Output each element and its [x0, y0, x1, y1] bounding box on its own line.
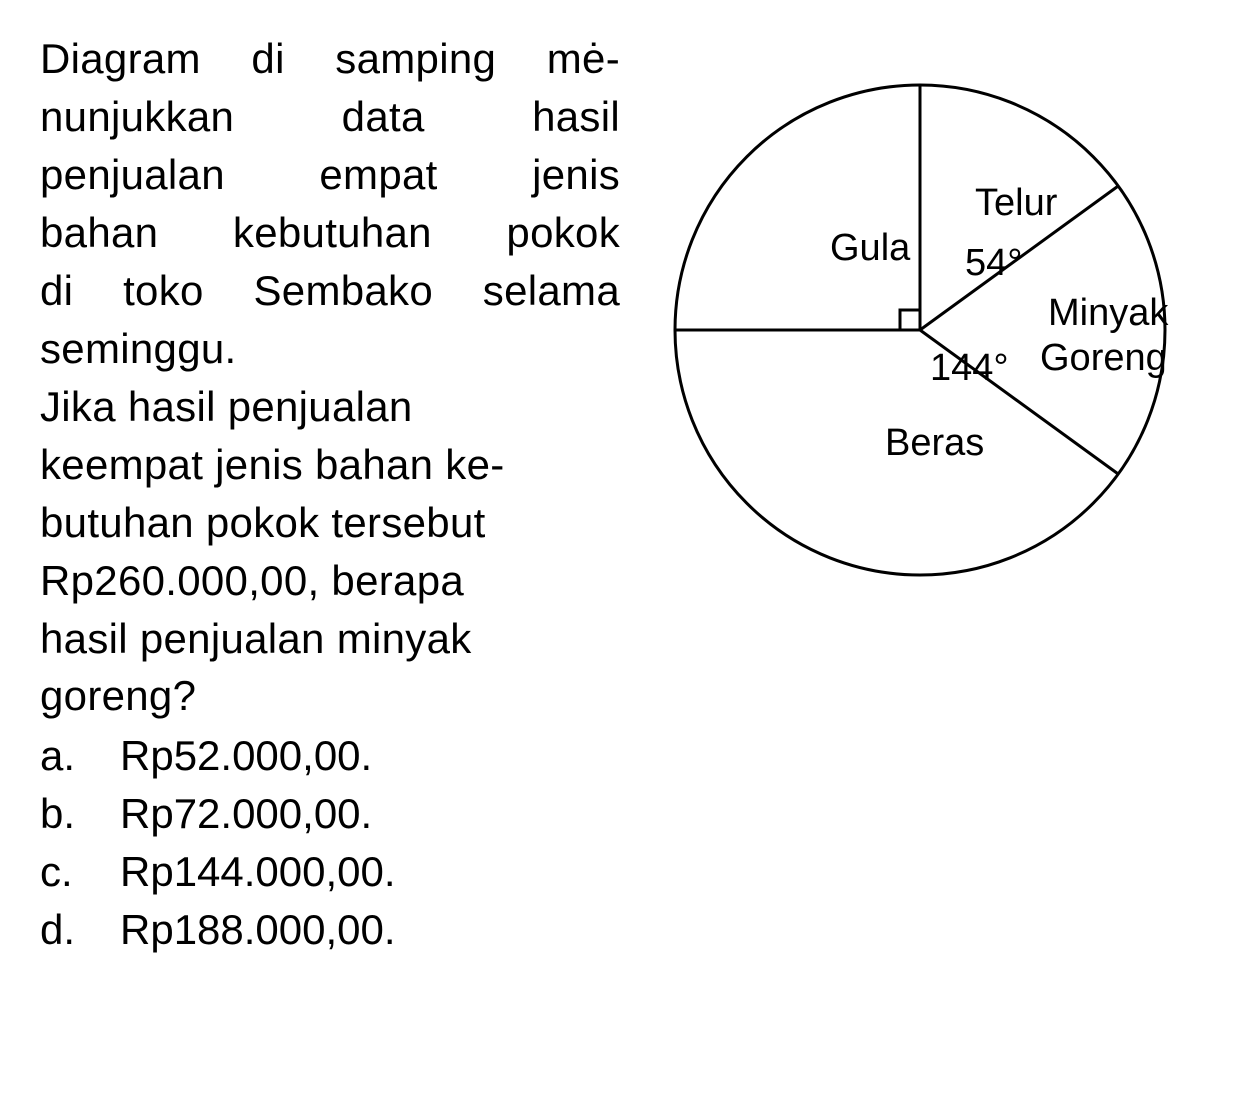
option-a: a. Rp52.000,00.	[40, 727, 620, 785]
pie-slice-label: Goreng	[1040, 337, 1167, 379]
q-line: butuhan pokok tersebut	[40, 499, 486, 546]
q-line: nunjukkan data hasil	[40, 93, 620, 140]
option-b: b. Rp72.000,00.	[40, 785, 620, 843]
q-line: bahan kebutuhan pokok	[40, 209, 620, 256]
option-letter: a.	[40, 727, 120, 785]
option-text: Rp52.000,00.	[120, 727, 372, 785]
pie-angle-label: 144°	[930, 347, 1009, 389]
chart-column: Gula Telur 54° MinyakGoreng Beras 144°	[640, 30, 1200, 590]
question-text: Diagram di samping mė- nunjukkan data ha…	[40, 30, 620, 725]
question-para-2: Jika hasil penjualan keempat jenis bahan…	[40, 378, 620, 726]
q-line: keempat jenis bahan ke-	[40, 441, 505, 488]
q-line: di toko Sembako selama	[40, 267, 620, 314]
q-line: penjualan empat jenis	[40, 151, 620, 198]
option-text: Rp188.000,00.	[120, 901, 396, 959]
option-c: c. Rp144.000,00.	[40, 843, 620, 901]
pie-slice-label: Minyak	[1048, 292, 1169, 334]
pie-chart: Gula Telur 54° MinyakGoreng Beras 144°	[660, 70, 1180, 590]
pie-slice-label: Gula	[830, 227, 911, 269]
q-line: goreng?	[40, 672, 196, 719]
question-para-1: Diagram di samping mė- nunjukkan data ha…	[40, 30, 620, 378]
text-column: Diagram di samping mė- nunjukkan data ha…	[40, 30, 640, 959]
q-line: Rp260.000,00, berapa	[40, 557, 464, 604]
option-d: d. Rp188.000,00.	[40, 901, 620, 959]
pie-slice-label: Telur	[975, 182, 1058, 224]
q-line: Diagram di samping mė-	[40, 35, 620, 82]
option-letter: c.	[40, 843, 120, 901]
option-letter: b.	[40, 785, 120, 843]
q-line: seminggu.	[40, 325, 236, 372]
pie-angle-label: 54°	[965, 242, 1022, 284]
options-list: a. Rp52.000,00. b. Rp72.000,00. c. Rp144…	[40, 727, 620, 959]
q-line: Jika hasil penjualan	[40, 383, 413, 430]
option-text: Rp144.000,00.	[120, 843, 396, 901]
option-text: Rp72.000,00.	[120, 785, 372, 843]
pie-slice-label: Beras	[885, 422, 984, 464]
option-letter: d.	[40, 901, 120, 959]
q-line: hasil penjualan minyak	[40, 615, 472, 662]
page-container: Diagram di samping mė- nunjukkan data ha…	[40, 30, 1205, 959]
